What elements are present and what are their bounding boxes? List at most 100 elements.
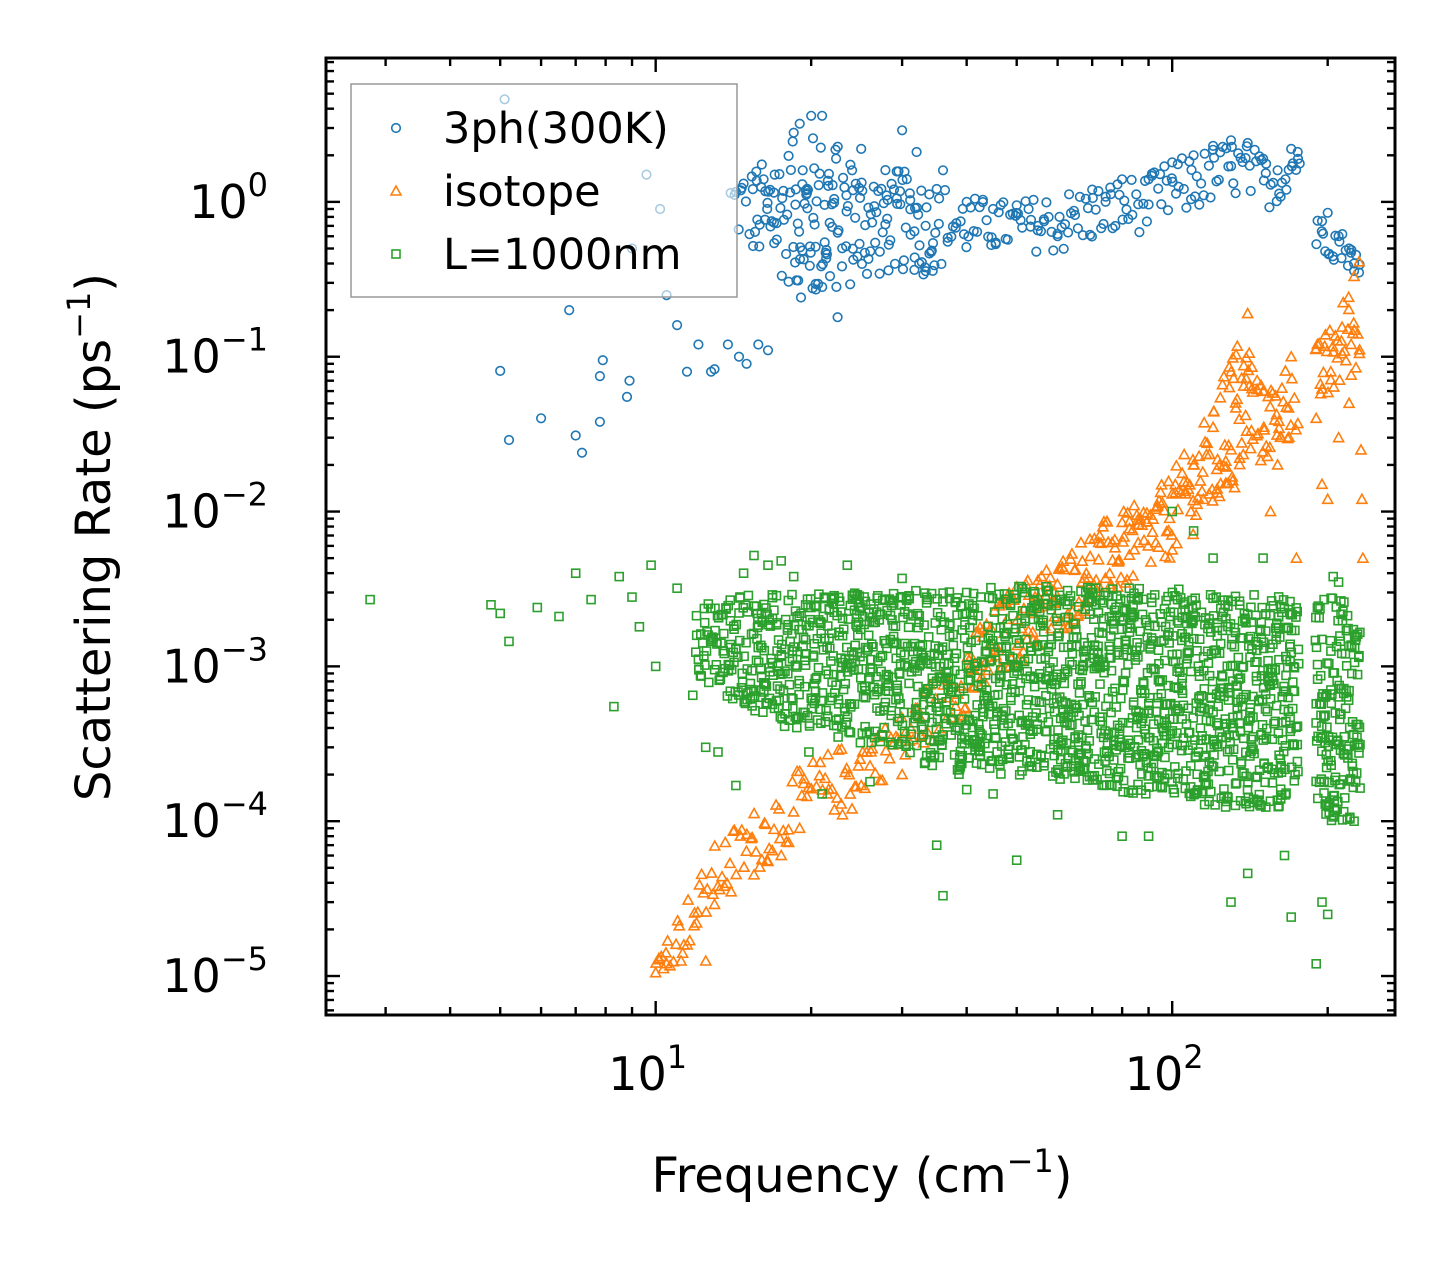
l-1000nm-marker: [1267, 777, 1278, 788]
3ph-300k-marker: [955, 216, 966, 227]
l-1000nm-point: [842, 560, 853, 571]
l-1000nm-marker: [1011, 593, 1022, 604]
l-1000nm-marker: [1038, 615, 1049, 626]
l-1000nm-marker: [959, 694, 970, 704]
l-1000nm-marker: [1270, 665, 1280, 675]
l-1000nm-marker: [1041, 690, 1051, 701]
l-1000nm-marker: [1213, 701, 1223, 712]
l-1000nm-marker: [903, 622, 914, 633]
isotope-marker: [1263, 400, 1277, 412]
l-1000nm-marker: [914, 610, 925, 621]
3ph-300k-marker: [782, 209, 793, 220]
isotope-marker: [1269, 389, 1283, 401]
l-1000nm-marker: [1136, 769, 1147, 779]
3ph-300k-point: [1167, 157, 1178, 168]
3ph-300k-marker: [1203, 160, 1214, 171]
l-1000nm-marker: [1335, 714, 1345, 725]
l-1000nm-marker: [1148, 663, 1159, 674]
isotope-marker: [1192, 449, 1206, 462]
l-1000nm-marker: [927, 760, 938, 771]
l-1000nm-point: [1258, 553, 1268, 563]
l-1000nm-marker: [1336, 609, 1346, 620]
isotope-marker: [1239, 408, 1252, 421]
l-1000nm-marker: [743, 590, 754, 601]
3ph-300k-marker: [766, 216, 777, 227]
3ph-300k-marker: [1093, 186, 1104, 197]
y-tick-label-exp: −2: [221, 476, 268, 514]
l-1000nm-marker: [1073, 601, 1084, 612]
x-axis-label-sup: −1: [1007, 1142, 1054, 1180]
isotope-marker: [818, 771, 832, 784]
3ph-300k-marker: [778, 185, 789, 196]
plot-area: [365, 94, 1370, 978]
l-1000nm-marker: [871, 671, 881, 682]
l-1000nm-marker: [1008, 610, 1018, 621]
l-1000nm-marker: [771, 619, 782, 630]
3ph-300k-marker: [821, 249, 833, 260]
l-1000nm-marker: [1135, 642, 1145, 652]
l-1000nm-marker: [1175, 667, 1185, 678]
l-1000nm-marker: [1334, 739, 1344, 750]
l-1000nm-marker: [1178, 599, 1188, 609]
3ph-300k-marker: [823, 168, 835, 179]
l-1000nm-marker: [949, 695, 960, 706]
legend: 3ph(300K) isotope L=1000nm: [350, 83, 738, 298]
isotope-marker: [1051, 577, 1064, 590]
l-1000nm-marker: [1032, 641, 1042, 652]
l-1000nm-marker: [1269, 678, 1279, 689]
3ph-300k-marker: [885, 235, 896, 246]
l-1000nm-marker: [1238, 692, 1248, 703]
l-1000nm-marker: [1190, 593, 1200, 604]
isotope-point: [1284, 350, 1298, 362]
l-1000nm-marker: [1245, 713, 1256, 723]
l-1000nm-marker: [787, 646, 798, 656]
isotope-point: [793, 821, 807, 834]
l-1000nm-marker: [1320, 692, 1331, 702]
l-1000nm-marker: [1004, 651, 1015, 662]
l-1000nm-marker: [1260, 704, 1271, 714]
l-1000nm-marker: [1106, 707, 1116, 718]
l-1000nm-marker: [1177, 678, 1187, 689]
l-1000nm-marker: [963, 651, 973, 662]
l-1000nm-point: [1226, 897, 1236, 907]
isotope-marker: [1335, 334, 1348, 346]
isotope-marker: [672, 919, 686, 931]
isotope-marker: [1103, 566, 1117, 579]
l-1000nm-marker: [1289, 740, 1299, 751]
3ph-300k-point: [1188, 150, 1199, 161]
l-1000nm-marker: [1270, 716, 1281, 727]
y-tick-label-base: 10: [162, 794, 221, 848]
isotope-point: [895, 767, 909, 780]
isotope-marker: [1154, 485, 1168, 498]
l-1000nm-marker: [1097, 628, 1107, 638]
isotope-marker: [1044, 571, 1057, 583]
3ph-300k-marker: [933, 193, 945, 204]
l-1000nm-marker: [1265, 796, 1276, 807]
isotope-marker: [1242, 379, 1256, 391]
3ph-300k-marker: [993, 207, 1004, 218]
l-1000nm-marker: [809, 698, 820, 709]
3ph-300k-marker: [883, 265, 894, 276]
l-1000nm-marker: [894, 668, 904, 678]
l-1000nm-marker: [996, 769, 1006, 779]
isotope-marker: [1315, 382, 1329, 394]
l-1000nm-marker: [1064, 596, 1074, 606]
3ph-300k-marker: [880, 219, 891, 230]
3ph-300k-marker: [817, 281, 828, 293]
l-1000nm-marker: [931, 724, 942, 734]
3ph-300k-marker: [1074, 191, 1085, 202]
l-1000nm-marker: [1141, 788, 1151, 799]
isotope-point: [1342, 396, 1356, 409]
x-axis-label: Frequency (cm−1): [651, 1142, 1072, 1204]
l-1000nm-marker: [1083, 748, 1093, 759]
l-1000nm-point: [672, 583, 682, 594]
l-1000nm-point: [1080, 587, 1091, 598]
l-1000nm-marker: [1233, 652, 1244, 663]
l-1000nm-marker: [1172, 773, 1183, 784]
3ph-300k-marker: [778, 214, 790, 225]
l-1000nm-marker: [964, 622, 975, 633]
l-1000nm-marker: [691, 610, 702, 621]
isotope-point: [1115, 515, 1129, 528]
l-1000nm-point: [627, 592, 637, 602]
l-1000nm-marker: [955, 669, 966, 680]
